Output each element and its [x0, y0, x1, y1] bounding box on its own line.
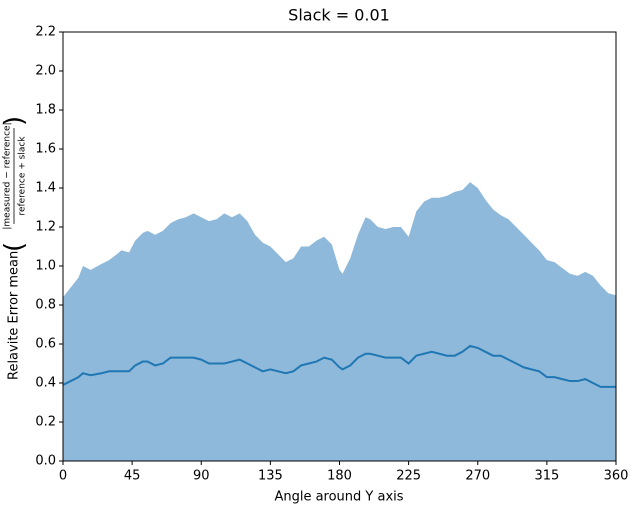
y-tick-label: 0.8: [35, 298, 56, 313]
y-label-numerator: |measured − reference|: [3, 122, 13, 229]
y-label-text: Relavite Error mean: [7, 251, 22, 380]
x-tick-label: 180: [327, 469, 352, 484]
y-tick-label: 0.2: [35, 415, 56, 430]
y-tick-label: 2.2: [35, 25, 56, 40]
x-tick-label: 0: [59, 469, 67, 484]
x-tick-label: 360: [604, 469, 629, 484]
chart-title: Slack = 0.01: [288, 6, 390, 25]
paren: (: [0, 242, 30, 252]
x-tick-label: 45: [124, 469, 141, 484]
y-tick-label: 1.6: [35, 142, 56, 157]
x-tick-label: 270: [465, 469, 490, 484]
x-tick-label: 225: [396, 469, 421, 484]
x-axis-label: Angle around Y axis: [274, 490, 403, 505]
y-tick-label: 0.6: [35, 337, 56, 352]
line: [62, 344, 616, 388]
x-tick-label: 135: [258, 469, 283, 484]
y-tick-label: 1.8: [35, 103, 56, 118]
y-label-denominator: reference + slack: [18, 136, 28, 216]
y-tick-label: 1.2: [35, 220, 56, 235]
x-tick-label: 315: [534, 469, 559, 484]
y-tick-label: 0.4: [35, 376, 56, 391]
y-tick-label: 1.4: [35, 181, 56, 196]
paren: ): [0, 116, 30, 126]
y-tick-label: 1.0: [35, 259, 56, 274]
x-tick-label: 90: [193, 469, 210, 484]
y-tick-label: 2.0: [35, 64, 56, 79]
y-tick-label: 0.0: [35, 454, 56, 469]
area: [63, 182, 616, 461]
y-axis-label: Relavite Error mean ( |measured − refere…: [0, 116, 30, 380]
